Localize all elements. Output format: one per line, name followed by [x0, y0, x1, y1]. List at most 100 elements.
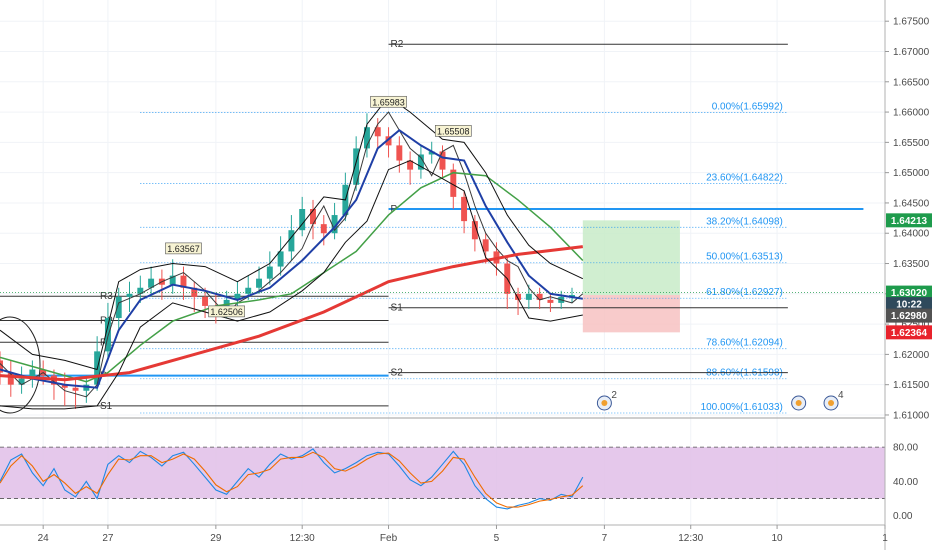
candle-body	[288, 230, 295, 252]
candle-body	[299, 209, 306, 231]
highlight-ellipse	[0, 316, 41, 414]
candle-body	[450, 169, 457, 197]
candle-body	[202, 296, 209, 306]
candle-body	[256, 278, 262, 288]
price-marker-box	[208, 305, 245, 318]
time-tick-label: 7	[602, 533, 608, 544]
time-tick-label: 1	[882, 533, 888, 544]
pivot-label: R3	[100, 291, 113, 302]
fib-label: 78.60%(1.62094)	[706, 338, 783, 349]
fib-label: 88.60%(1.61598)	[706, 368, 783, 379]
price-tick-label: 1.61500	[893, 380, 930, 391]
candle-body	[525, 293, 532, 300]
candle-body	[461, 196, 468, 222]
price-tick-label: 1.62500	[893, 320, 930, 331]
event-icon-dot	[795, 400, 802, 406]
price-marker-label: 1.65983	[372, 97, 405, 107]
event-count: 2	[611, 390, 617, 401]
oscillator-line	[0, 451, 584, 508]
price-tag-label: 10:22	[896, 300, 922, 311]
pivot-label: S2	[391, 368, 404, 379]
candle-body	[191, 287, 198, 297]
price-tick-label: 1.67500	[893, 17, 930, 28]
price-tick-label: 1.66500	[893, 77, 930, 88]
candle-body	[428, 151, 435, 155]
candle-body	[180, 275, 187, 288]
price-tag-label: 1.64213	[891, 216, 928, 227]
price-marker-box	[370, 95, 407, 108]
candle-body	[169, 275, 176, 285]
candle-body	[374, 127, 381, 137]
candle-body	[0, 360, 3, 373]
candle-body	[266, 266, 273, 279]
event-icon-dot	[828, 400, 835, 406]
price-tick-label: 1.63500	[893, 259, 930, 270]
candle-body	[7, 372, 14, 385]
long-position-box[interactable]	[582, 220, 680, 333]
oscillator-axis[interactable]: 80.00 40.00 0.00	[893, 443, 918, 523]
oscillator-band	[0, 447, 885, 499]
time-tick-label: 12:30	[290, 533, 315, 544]
indicator-line	[0, 159, 583, 410]
candle-body	[245, 287, 252, 294]
candle-body	[277, 251, 284, 267]
indicator-line	[0, 128, 583, 389]
indicator-line	[0, 245, 583, 382]
price-marker-box	[434, 125, 472, 137]
time-tick-label: 5	[494, 533, 500, 544]
price-tag	[886, 213, 932, 228]
candle-body	[331, 215, 338, 234]
price-tick-label: 1.62000	[893, 350, 930, 361]
fib-label: 38.20%(1.64098)	[706, 216, 783, 227]
fib-label: 100.00%(1.61033)	[701, 402, 783, 413]
time-tick-label: 29	[210, 533, 222, 544]
candle-body	[234, 293, 241, 300]
osc-tick-label: 40.00	[893, 477, 918, 488]
candle-body	[515, 293, 522, 300]
fib-label: 50.00%(1.63513)	[706, 252, 783, 263]
osc-tick-label: 0.00	[893, 511, 913, 522]
osc-tick-label: 80.00	[893, 443, 918, 454]
stop-loss-zone	[582, 295, 680, 333]
candle-body	[83, 384, 90, 391]
price-tick-label: 1.64500	[893, 198, 930, 209]
price-tag	[886, 285, 932, 300]
time-tick-label: Feb	[380, 533, 398, 544]
candle-body	[569, 295, 575, 297]
stochastic-oscillator	[0, 446, 885, 510]
candle-body	[363, 127, 370, 149]
price-tick-label: 1.64000	[893, 229, 930, 240]
price-marker-label: 1.62506	[210, 307, 243, 317]
candle-body	[115, 296, 122, 319]
price-tick-label: 1.67000	[893, 47, 930, 58]
price-marker-box	[165, 242, 202, 255]
price-marker-label: 1.65508	[437, 126, 470, 136]
price-tag	[886, 325, 932, 340]
candle-body	[547, 299, 554, 303]
candle-body	[396, 145, 403, 161]
event-icon-dot	[601, 400, 608, 406]
candle-body	[61, 384, 68, 388]
high-low-labels: 1.63567 1.62506 1.65983 1.65508	[165, 95, 472, 318]
event-count: 4	[838, 390, 844, 401]
indicator-line	[0, 96, 584, 371]
price-tick-label: 1.65000	[893, 168, 930, 179]
fib-label: 23.60%(1.64822)	[706, 172, 783, 183]
main-grid	[0, 0, 886, 525]
candle-body	[18, 378, 25, 385]
time-axis[interactable]: 24 27 29 12:30 Feb 5 7 12:30 10 1	[38, 525, 889, 544]
time-tick-label: 12:30	[678, 533, 703, 544]
candle-body	[148, 278, 155, 288]
time-tick-label: 27	[102, 533, 114, 544]
pivot-label: R2	[391, 39, 404, 50]
candle-body	[72, 387, 79, 391]
candle-body	[471, 221, 478, 240]
time-tick-label: 10	[772, 533, 784, 544]
candle-body	[482, 239, 489, 252]
price-tag-label: 1.62980	[891, 311, 928, 322]
oscillator-line	[0, 448, 584, 510]
indicator-lines	[0, 96, 584, 410]
